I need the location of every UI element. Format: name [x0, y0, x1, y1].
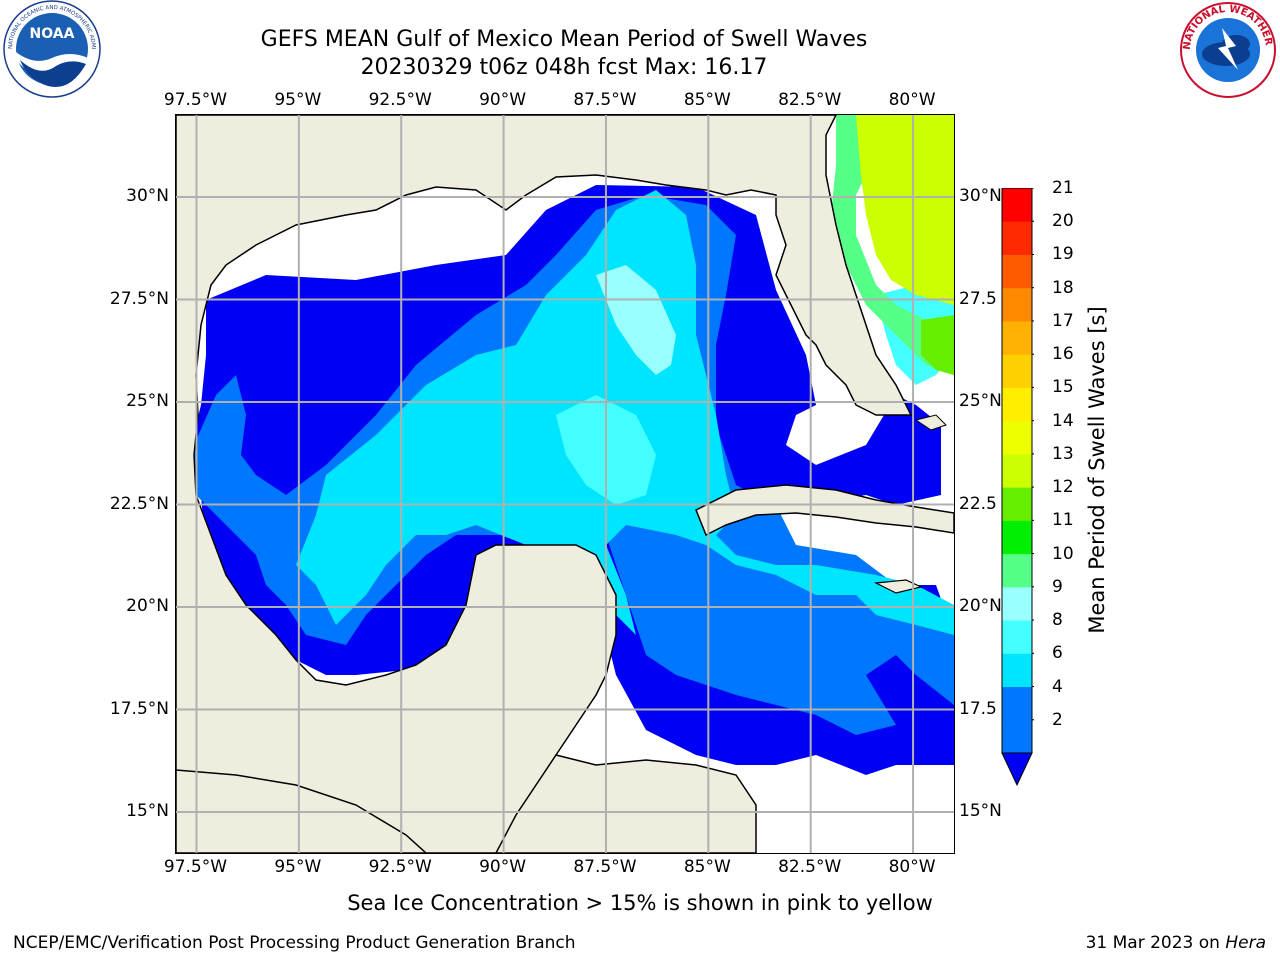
lat-label-right: 27.5 — [959, 288, 997, 309]
colorbar-band — [1002, 586, 1032, 621]
lon-label-bottom: 92.5°W — [368, 857, 432, 877]
colorbar-tick-label: 9 — [1052, 576, 1063, 597]
lat-label-right: 30°N — [959, 186, 1002, 206]
colorbar-band — [1002, 686, 1032, 721]
colorbar-band — [1002, 653, 1032, 688]
colorbar-band — [1002, 320, 1032, 355]
chart-subtitle-forecast: 20230329 t06z 048h fcst Max: 16.17 — [360, 55, 768, 80]
lat-label-right: 22.5 — [959, 493, 997, 514]
colorbar-band — [1002, 188, 1032, 222]
land-central-america — [495, 754, 757, 853]
colorbar — [1001, 188, 1034, 787]
footer-date-text: 31 Mar 2023 on — [1085, 933, 1220, 953]
colorbar-outline — [1001, 188, 1033, 754]
map-panel — [175, 114, 955, 854]
colorbar-band — [1002, 453, 1032, 488]
footer-host: Hera — [1225, 933, 1266, 953]
lat-label-right: 20°N — [959, 596, 1002, 616]
colorbar-tick-label: 17 — [1052, 310, 1074, 331]
colorbar-band — [1002, 254, 1032, 289]
colorbar-band — [1002, 620, 1032, 654]
lon-label-bottom: 80°W — [888, 857, 936, 877]
lon-label-top: 90°W — [479, 90, 527, 110]
colorbar-tick-label: 13 — [1052, 443, 1074, 464]
colorbar-band — [1002, 719, 1032, 754]
swell-contour-8-9 — [596, 265, 676, 375]
colorbar-band — [1002, 487, 1032, 521]
sea-ice-note: Sea Ice Concentration > 15% is shown in … — [347, 891, 933, 915]
colorbar-tick-label: 16 — [1052, 344, 1074, 365]
lon-label-top: 82.5°W — [778, 90, 842, 110]
lon-label-bottom: 90°W — [479, 857, 527, 877]
lon-label-bottom: 97.5°W — [163, 857, 228, 877]
lon-label-top: 87.5°W — [573, 90, 637, 110]
colorbar-band — [1002, 221, 1032, 255]
colorbar-band — [1002, 387, 1032, 422]
lon-label-top: 80°W — [888, 90, 936, 110]
chart-title: GEFS MEAN Gulf of Mexico Mean Period of … — [260, 27, 868, 52]
lat-label-right: 15°N — [959, 801, 1002, 821]
lon-label-top: 95°W — [274, 90, 322, 110]
colorbar-tick-label: 10 — [1052, 543, 1074, 564]
lat-label-left: 30°N — [126, 186, 169, 206]
colorbar-tick-label: 19 — [1052, 244, 1074, 265]
lat-label-left: 22.5°N — [109, 493, 169, 514]
colorbar-tick-label: 20 — [1052, 211, 1074, 232]
colorbar-band — [1002, 287, 1032, 322]
lon-label-bottom: 82.5°W — [778, 857, 842, 877]
footer-date: 31 Mar 2023 on Hera — [1086, 933, 1266, 953]
colorbar-tick-label: 6 — [1052, 643, 1063, 664]
colorbar-tick-label: 8 — [1052, 610, 1063, 631]
colorbar-title: Mean Period of Swell Waves [s] — [1085, 306, 1109, 634]
land-bahamas — [914, 414, 947, 431]
noaa-logo-text: NOAA — [30, 26, 75, 42]
swell-contour-east-11 — [921, 315, 954, 375]
colorbar-tick-label: 14 — [1052, 410, 1074, 431]
footer-credit: NCEP/EMC/Verification Post Processing Pr… — [13, 933, 576, 953]
swell-contour-east-13 — [856, 115, 954, 305]
colorbar-band — [1002, 420, 1032, 455]
lon-label-bottom: 87.5°W — [573, 857, 637, 877]
colorbar-extend-min — [1001, 752, 1033, 787]
colorbar-tick-label: 2 — [1052, 709, 1063, 730]
gulf-swell-period-map — [176, 115, 954, 853]
lat-label-left: 27.5°N — [109, 288, 169, 309]
colorbar-tick-label: 21 — [1052, 178, 1074, 198]
lat-label-left: 20°N — [126, 596, 169, 616]
colorbar-tick-label: 4 — [1052, 676, 1063, 697]
colorbar-band — [1002, 553, 1032, 588]
colorbar-tick-label: 18 — [1052, 277, 1074, 298]
lat-label-left: 15°N — [126, 801, 169, 821]
colorbar-band — [1002, 520, 1032, 555]
lon-label-top: 92.5°W — [368, 90, 432, 110]
colorbar-band — [1002, 354, 1032, 388]
lat-label-left: 25°N — [126, 391, 169, 411]
colorbar-tick-label: 11 — [1052, 510, 1074, 531]
lon-label-bottom: 85°W — [683, 857, 731, 877]
lat-label-right: 25°N — [959, 391, 1002, 411]
land-jamaica — [873, 579, 923, 594]
colorbar-tick-label: 15 — [1052, 377, 1074, 398]
lon-label-top: 97.5°W — [163, 90, 228, 110]
lon-label-bottom: 95°W — [274, 857, 322, 877]
lon-label-top: 85°W — [683, 90, 731, 110]
nws-logo-icon: NATIONAL WEATHER SERVICE — [1178, 0, 1276, 98]
lat-label-right: 17.5 — [959, 698, 997, 719]
lat-label-left: 17.5°N — [109, 698, 169, 719]
noaa-logo-icon: NOAA NATIONAL OCEANIC AND ATMOSPHERIC AD… — [0, 0, 101, 98]
colorbar-tick-label: 12 — [1052, 477, 1074, 498]
map-graticule — [176, 115, 954, 853]
